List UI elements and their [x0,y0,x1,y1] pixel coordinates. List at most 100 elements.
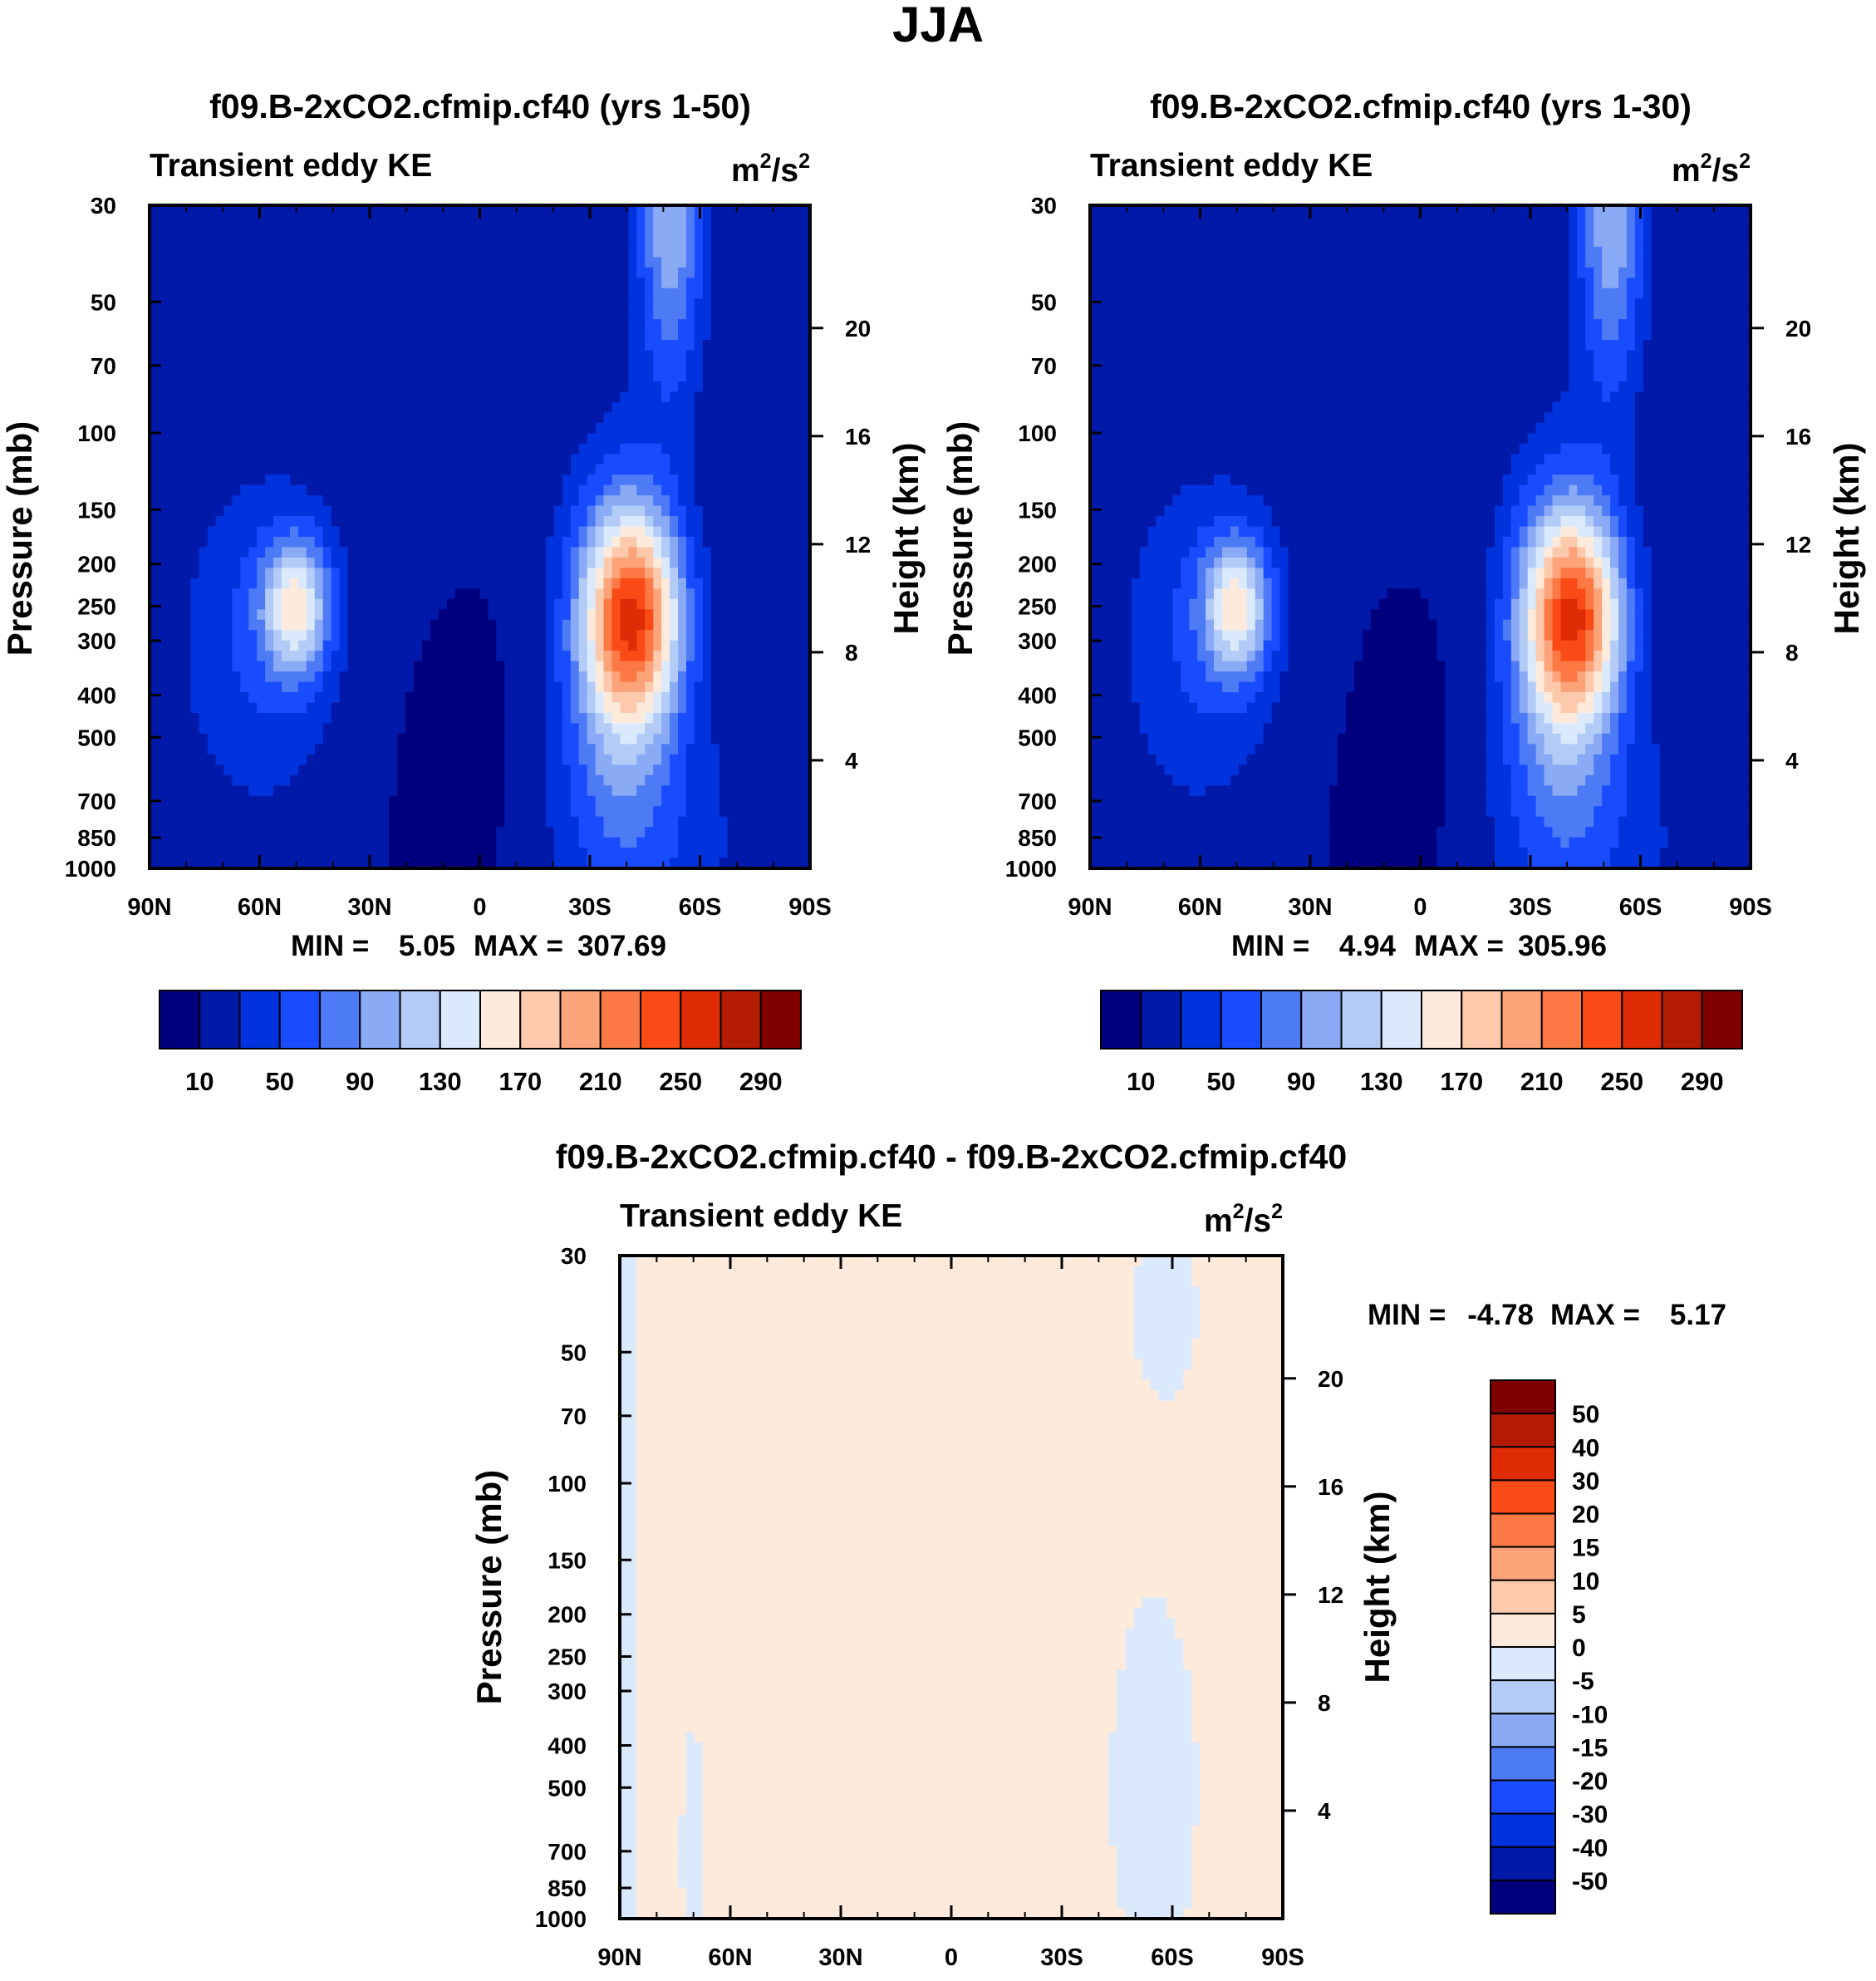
panel-1-field-cell [289,671,299,683]
panel-1-field-cell [504,557,513,569]
panel-1-field-cell [372,454,381,465]
panel-1-field-cell [314,733,324,745]
panel-1-field-cell [282,371,291,382]
panel-1-field-cell [182,764,192,776]
panel-1-field-cell [190,350,200,361]
panel-1-field-cell [240,827,249,838]
panel-1-field-cell [802,495,811,507]
panel-1-field-cell [553,495,563,507]
panel-1-field-cell [653,205,662,217]
panel-1-field-cell [546,619,555,631]
panel-1-field-cell [513,401,522,413]
panel-1-field-cell [297,381,307,393]
panel-1-field-cell [538,754,547,765]
panel-1-field-cell [207,661,217,672]
panel-1-field-cell [232,764,241,776]
panel-1-field-cell [265,827,274,838]
panel-1-field-cell [694,391,704,403]
panel-1-field-cell [777,246,786,258]
panel-1-field-cell [719,619,729,631]
panel-1-field-cell [504,702,513,714]
panel-1-field-cell [719,547,729,558]
panel-1-field-cell [529,537,538,548]
panel-1-field-cell [414,537,423,548]
panel-1-field-cell [595,329,605,341]
panel-1-field-cell [710,350,720,361]
panel-1-field-cell [356,371,365,382]
panel-1-field-cell [463,630,473,641]
panel-1-field-cell [595,733,605,745]
panel-1-field-cell [347,557,357,569]
panel-1-field-cell [636,391,646,403]
panel-1-field-cell [273,288,282,299]
panel-1-field-cell [744,246,754,258]
panel-1-field-cell [760,433,769,445]
panel-1-field-cell [479,557,489,569]
panel-1-field-cell [553,681,563,693]
panel-1-field-cell [297,246,307,258]
panel-1-field-cell [454,733,464,745]
panel-1-field-cell [248,443,258,455]
panel-1-field-cell [769,785,778,797]
panel-1-field-cell [240,702,249,714]
panel-1-field-cell [199,733,209,745]
panel-1-field-cell [414,464,423,475]
panel-1-field-cell [331,764,341,776]
panel-1-field-cell [661,651,670,662]
panel-1-field-cell [769,661,778,672]
panel-1-field-cell [538,443,547,455]
panel-1-field-cell [744,723,754,735]
panel-1-field-cell [562,361,572,372]
panel-1-field-cell [232,733,241,745]
panel-1-field-cell [430,329,440,341]
panel-1-field-cell [685,568,695,579]
panel-1-field-cell [735,744,745,755]
panel-1-field-cell [454,308,464,320]
panel-1-field-cell [785,827,794,838]
panel-1-field-cell [289,723,299,735]
panel-1-field-cell [265,319,274,331]
panel-1-field-cell [389,764,398,776]
panel-1-field-cell [620,236,629,248]
panel-1-field-cell [223,547,233,558]
panel-1-field-cell [182,225,192,238]
panel-1-field-cell [628,640,637,651]
panel-1-field-cell [678,215,687,227]
panel-1-field-cell [719,816,729,828]
panel-1-field-cell [611,225,621,238]
panel-1-field-cell [727,433,737,445]
panel-1-field-cell [777,733,786,745]
panel-1-field-cell [603,681,613,693]
panel-1-field-cell [562,371,572,382]
panel-1-field-cell [802,630,811,641]
panel-1-field-cell [182,598,192,610]
panel-1-field-cell [636,246,646,258]
panel-1-field-cell [694,640,704,651]
panel-1-field-cell [769,640,778,651]
panel-1-field-cell [157,401,167,413]
panel-1-field-cell [719,609,729,621]
panel-1-field-cell [488,816,497,828]
panel-1-field-cell [356,246,365,258]
panel-1-field-cell [793,474,803,486]
panel-1-field-cell [727,495,737,507]
panel-1-field-cell [802,661,811,672]
panel-1-field-cell [463,371,473,382]
panel-1-field-cell [611,598,621,610]
panel-1-field-cell [223,671,233,683]
panel-1-field-cell [257,443,266,455]
panel-1-field-cell [727,671,737,683]
panel-1-field-cell [777,764,786,776]
panel-1-field-cell [364,671,373,683]
panel-1-field-cell [381,557,390,569]
panel-1-field-cell [719,246,729,258]
panel-1-field-cell [513,568,522,579]
panel-1-field-cell [661,298,670,310]
panel-1-field-cell [521,401,530,413]
panel-1-field-cell [446,412,456,424]
panel-1-field-cell [620,723,629,735]
panel-1-field-cell [785,205,794,217]
panel-1-field-cell [727,361,737,372]
panel-1-field-cell [694,598,704,610]
panel-1-field-cell [653,474,662,486]
